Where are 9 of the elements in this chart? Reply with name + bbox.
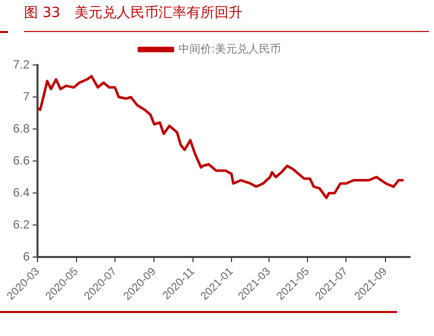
y-tick-label: 6 [22,249,30,264]
y-tick-label: 7 [22,89,30,104]
y-tick-label: 7.2 [12,57,30,72]
y-tick-label: 6.4 [12,185,30,200]
y-tick-label: 6.2 [12,217,30,232]
chart-title: 图 33 美元兑人民币汇率有所回升 [24,4,242,22]
y-tick-label: 6.6 [12,153,30,168]
y-tick-label: 6.8 [12,121,30,136]
legend-label: 中间价:美元兑人民币 [178,42,282,56]
